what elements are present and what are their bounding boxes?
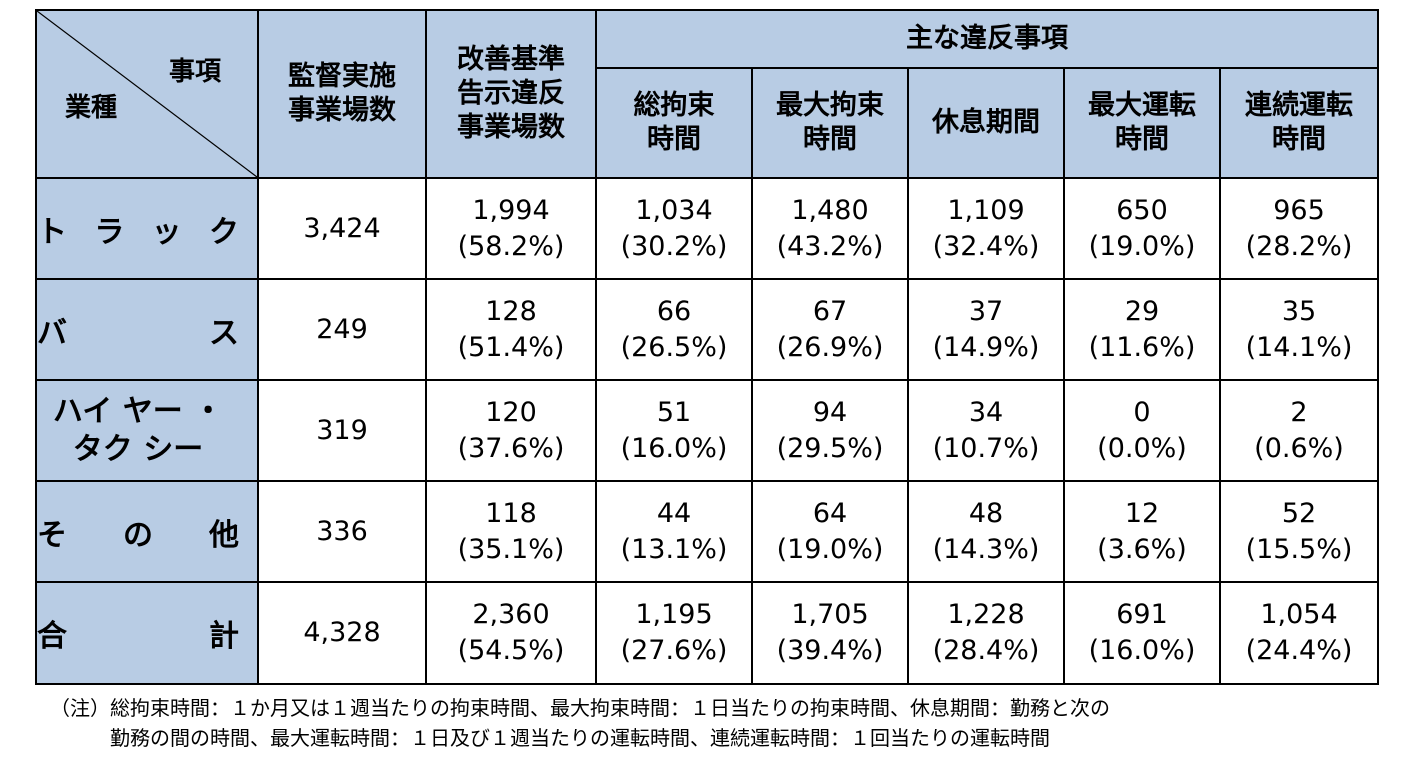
footnote-line-1: （注）総拘束時間：１か月又は１週当たりの拘束時間、最大拘束時間：１日当たりの拘束… xyxy=(50,696,1110,720)
col-header-violation: 改善基準 告示違反 事業場数 xyxy=(425,9,597,179)
cell-rest-period: 37 (14.9%) xyxy=(907,278,1065,381)
footnote-line-2: 勤務の間の時間、最大運転時間：１日及び１週当たりの運転時間、連続運転時間：１回当… xyxy=(110,726,1050,750)
table-row: トラ ック 3,424 1,994 (58.2%) 1,034 (30.2%) 1,… xyxy=(35,177,1380,280)
cell-continuous-driving: 52 (15.5%) xyxy=(1218,480,1380,583)
cell-max-driving: 0 (0.0%) xyxy=(1063,379,1221,482)
cell-rest-period: 48 (14.3%) xyxy=(907,480,1065,583)
table-row-total: 合計 4,328 2,360 (54.5%) 1,195 (27.6%) 1,705… xyxy=(35,581,1380,685)
cell-max-restraint: 64 (19.0%) xyxy=(751,480,909,583)
col-header-max-restraint: 最大拘束 時間 xyxy=(751,67,909,179)
corner-header: 事項 業種 xyxy=(35,9,259,179)
table-row: バス 249 128 (51.4%) 66 (26.5%) 67 (26.9%) 37… xyxy=(35,278,1380,381)
cell-continuous-driving: 2 (0.6%) xyxy=(1218,379,1380,482)
cell-total-restraint: 1,195 (27.6%) xyxy=(595,581,753,685)
cell-inspected: 336 xyxy=(257,480,427,583)
col-header-continuous-driving: 連続運転 時間 xyxy=(1218,67,1380,179)
cell-continuous-driving: 1,054 (24.4%) xyxy=(1218,581,1380,685)
corner-top-label: 事項 xyxy=(168,57,221,87)
cell-total-restraint: 66 (26.5%) xyxy=(595,278,753,381)
corner-bottom-label: 業種 xyxy=(65,93,118,123)
row-header-total: 合計 xyxy=(35,581,259,685)
col-header-total-restraint: 総拘束 時間 xyxy=(595,67,753,179)
cell-inspected: 249 xyxy=(257,278,427,381)
cell-total-restraint: 44 (13.1%) xyxy=(595,480,753,583)
cell-inspected: 319 xyxy=(257,379,427,482)
col-header-max-driving: 最大運転 時間 xyxy=(1063,67,1221,179)
col-header-inspected: 監督実施 事業場数 xyxy=(257,9,427,179)
cell-total-restraint: 51 (16.0%) xyxy=(595,379,753,482)
cell-max-restraint: 94 (29.5%) xyxy=(751,379,909,482)
cell-violation: 2,360 (54.5%) xyxy=(425,581,597,685)
cell-max-driving: 650 (19.0%) xyxy=(1063,177,1221,280)
cell-inspected: 3,424 xyxy=(257,177,427,280)
cell-max-restraint: 67 (26.9%) xyxy=(751,278,909,381)
row-header-hire-taxi: ハイ ヤー ・ タク シー xyxy=(35,379,259,482)
diagonal-line xyxy=(37,11,257,177)
cell-rest-period: 34 (10.7%) xyxy=(907,379,1065,482)
cell-violation: 118 (35.1%) xyxy=(425,480,597,583)
row-header-other: その他 xyxy=(35,480,259,583)
cell-violation: 1,994 (58.2%) xyxy=(425,177,597,280)
cell-rest-period: 1,109 (32.4%) xyxy=(907,177,1065,280)
group-header-main-violations: 主な違反事項 xyxy=(594,9,1380,69)
cell-max-restraint: 1,480 (43.2%) xyxy=(751,177,909,280)
table-row: その他 336 118 (35.1%) 44 (13.1%) 64 (19.0%) 4… xyxy=(35,480,1380,583)
row-header-bus: バス xyxy=(35,278,259,381)
cell-max-restraint: 1,705 (39.4%) xyxy=(751,581,909,685)
col-header-rest-period: 休息期間 xyxy=(907,67,1065,179)
row-header-truck: トラ ック xyxy=(35,177,259,280)
cell-max-driving: 12 (3.6%) xyxy=(1063,480,1221,583)
cell-total-restraint: 1,034 (30.2%) xyxy=(595,177,753,280)
cell-violation: 120 (37.6%) xyxy=(425,379,597,482)
cell-rest-period: 1,228 (28.4%) xyxy=(907,581,1065,685)
violation-table: 事項 業種 監督実施 事業場数 改善基準 告示違反 事業場数 主な違反事項 総拘… xyxy=(35,9,1380,685)
cell-violation: 128 (51.4%) xyxy=(425,278,597,381)
cell-max-driving: 29 (11.6%) xyxy=(1063,278,1221,381)
cell-continuous-driving: 965 (28.2%) xyxy=(1218,177,1380,280)
cell-continuous-driving: 35 (14.1%) xyxy=(1218,278,1380,381)
cell-max-driving: 691 (16.0%) xyxy=(1063,581,1221,685)
cell-inspected: 4,328 xyxy=(257,581,427,685)
table-row: ハイ ヤー ・ タク シー 319 120 (37.6%) 51 (16.0%) 9… xyxy=(35,379,1380,482)
footnote: （注）総拘束時間：１か月又は１週当たりの拘束時間、最大拘束時間：１日当たりの拘束… xyxy=(50,693,1380,753)
